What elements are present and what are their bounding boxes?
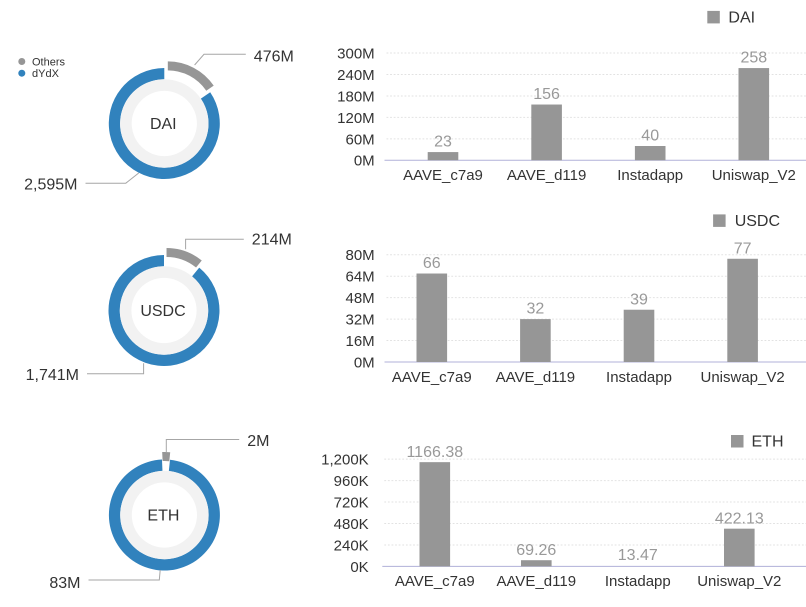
svg-text:Others: Others	[32, 56, 66, 68]
svg-text:16M: 16M	[346, 333, 375, 350]
svg-text:DAI: DAI	[728, 10, 755, 27]
svg-text:AAVE_d119: AAVE_d119	[507, 167, 587, 184]
svg-text:dYdX: dYdX	[32, 68, 60, 80]
svg-text:1,741M: 1,741M	[26, 367, 79, 384]
svg-text:180M: 180M	[337, 88, 375, 105]
svg-text:480K: 480K	[334, 516, 369, 533]
svg-text:13.47: 13.47	[618, 547, 658, 564]
svg-text:ETH: ETH	[752, 434, 784, 451]
svg-text:Uniswap_V2: Uniswap_V2	[700, 369, 784, 386]
svg-text:AAVE_d119: AAVE_d119	[497, 573, 577, 590]
svg-text:USDC: USDC	[140, 303, 185, 320]
svg-text:476M: 476M	[254, 49, 294, 66]
svg-text:Instadapp: Instadapp	[605, 573, 671, 590]
svg-text:720K: 720K	[334, 494, 369, 511]
svg-text:64M: 64M	[346, 269, 375, 286]
svg-text:240K: 240K	[334, 537, 369, 554]
svg-text:0M: 0M	[354, 354, 375, 371]
svg-text:AAVE_c7a9: AAVE_c7a9	[403, 167, 483, 184]
svg-text:66: 66	[423, 255, 441, 272]
svg-text:2M: 2M	[247, 433, 269, 450]
svg-text:120M: 120M	[337, 110, 375, 127]
svg-text:48M: 48M	[346, 290, 375, 307]
svg-text:Uniswap_V2: Uniswap_V2	[697, 573, 781, 590]
svg-text:1166.38: 1166.38	[406, 444, 463, 461]
svg-text:AAVE_c7a9: AAVE_c7a9	[392, 369, 472, 386]
svg-text:AAVE_d119: AAVE_d119	[496, 369, 576, 386]
svg-text:69.26: 69.26	[516, 542, 556, 559]
svg-text:77: 77	[734, 240, 752, 257]
svg-text:83M: 83M	[49, 575, 80, 592]
svg-text:Uniswap_V2: Uniswap_V2	[712, 167, 796, 184]
svg-text:0K: 0K	[350, 559, 368, 576]
svg-text:39: 39	[630, 291, 648, 308]
svg-text:0M: 0M	[354, 153, 375, 170]
svg-text:2,595M: 2,595M	[24, 176, 77, 193]
svg-text:422.13: 422.13	[715, 510, 764, 527]
svg-text:258: 258	[740, 50, 767, 67]
svg-text:Instadapp: Instadapp	[606, 369, 672, 386]
svg-text:ETH: ETH	[147, 508, 179, 525]
svg-text:960K: 960K	[334, 473, 369, 490]
svg-text:60M: 60M	[346, 131, 375, 148]
svg-text:300M: 300M	[337, 45, 375, 62]
svg-text:80M: 80M	[346, 247, 375, 264]
svg-text:32: 32	[527, 301, 545, 318]
svg-text:1,200K: 1,200K	[321, 452, 369, 469]
svg-text:32M: 32M	[346, 312, 375, 329]
svg-text:156: 156	[533, 86, 560, 103]
svg-text:DAI: DAI	[150, 116, 177, 133]
svg-text:USDC: USDC	[735, 213, 780, 230]
svg-text:240M: 240M	[337, 67, 375, 84]
svg-text:Instadapp: Instadapp	[617, 167, 683, 184]
svg-text:214M: 214M	[252, 232, 292, 249]
svg-text:23: 23	[434, 134, 452, 151]
svg-text:40: 40	[641, 128, 659, 145]
svg-text:AAVE_c7a9: AAVE_c7a9	[395, 573, 475, 590]
